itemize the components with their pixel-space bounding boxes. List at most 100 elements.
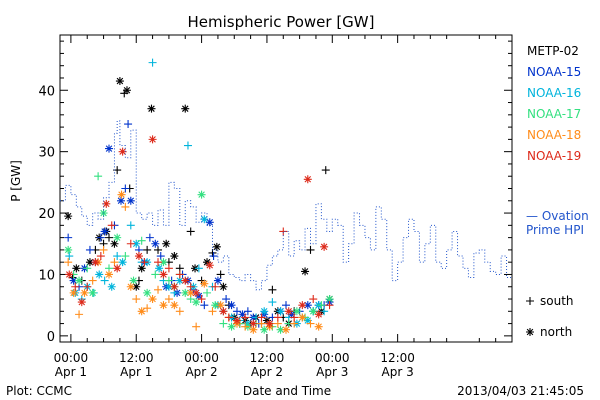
point-noaa-15 <box>287 310 296 319</box>
point-metp-02 <box>216 270 225 279</box>
point-noaa-15 <box>238 310 247 319</box>
point-noaa-19 <box>298 301 307 310</box>
point-noaa-19 <box>241 313 250 322</box>
point-noaa-18 <box>117 190 126 199</box>
point-noaa-17 <box>211 301 220 310</box>
point-noaa-15 <box>282 301 290 310</box>
point-noaa-18 <box>75 310 84 319</box>
point-noaa-17 <box>325 295 334 304</box>
point-noaa-19 <box>71 282 80 291</box>
point-metp-02 <box>262 316 271 325</box>
point-noaa-17 <box>83 264 92 273</box>
legend-entry-ovation: — Ovation <box>526 209 589 223</box>
point-noaa-18 <box>208 307 217 316</box>
point-noaa-15 <box>126 196 135 205</box>
point-noaa-19 <box>91 258 100 267</box>
point-noaa-19 <box>159 270 168 279</box>
footer-plot-credit: Plot: CCMC <box>6 384 72 398</box>
point-noaa-17 <box>309 307 318 316</box>
point-noaa-19 <box>205 261 214 270</box>
point-noaa-15 <box>156 252 165 261</box>
x-tick-label-time: 12:00 <box>119 351 154 365</box>
point-noaa-16 <box>194 264 203 273</box>
x-tick-label-date: Apr 2 <box>251 365 283 379</box>
point-noaa-15 <box>85 245 94 254</box>
point-noaa-17 <box>88 288 97 297</box>
y-tick-label: 0 <box>47 330 55 345</box>
point-noaa-15 <box>116 196 125 205</box>
x-tick-label-time: 00:00 <box>315 351 350 365</box>
point-noaa-19 <box>224 313 233 322</box>
point-noaa-17 <box>317 301 326 310</box>
point-noaa-18 <box>282 325 290 334</box>
point-noaa-16 <box>164 282 173 291</box>
point-noaa-18 <box>148 295 157 304</box>
point-noaa-15 <box>222 295 231 304</box>
point-noaa-17 <box>181 288 190 297</box>
point-noaa-15 <box>145 233 154 242</box>
y-tick-label: 10 <box>38 268 55 283</box>
point-metp-02 <box>122 86 131 95</box>
point-noaa-18 <box>216 301 225 310</box>
legend-marker-south <box>526 297 534 305</box>
point-metp-02 <box>170 252 179 261</box>
point-noaa-18 <box>200 279 209 288</box>
point-metp-02 <box>137 264 146 273</box>
point-noaa-19 <box>192 288 201 297</box>
point-noaa-17 <box>159 258 168 267</box>
point-noaa-19 <box>257 313 266 322</box>
point-metp-02 <box>64 212 73 221</box>
point-metp-02 <box>132 282 141 291</box>
point-noaa-17 <box>113 233 122 242</box>
point-noaa-15 <box>200 301 209 310</box>
point-noaa-16 <box>183 141 192 150</box>
point-noaa-16 <box>100 276 109 285</box>
point-noaa-19 <box>175 270 184 279</box>
point-noaa-18 <box>164 295 173 304</box>
point-noaa-18 <box>105 270 114 279</box>
point-noaa-15 <box>243 307 252 316</box>
point-metp-02 <box>105 233 114 242</box>
point-noaa-19 <box>273 313 282 322</box>
point-noaa-16 <box>148 58 157 67</box>
point-noaa-18 <box>154 285 163 294</box>
point-metp-02 <box>306 245 315 254</box>
legend-marker-label-south: south <box>540 294 574 308</box>
point-noaa-18 <box>69 288 78 297</box>
point-metp-02 <box>219 282 228 291</box>
point-noaa-16 <box>132 239 141 248</box>
point-noaa-15 <box>194 291 203 300</box>
point-noaa-16 <box>65 252 74 261</box>
point-noaa-19 <box>219 307 228 316</box>
point-noaa-17 <box>203 288 212 297</box>
x-tick-label-time: 12:00 <box>380 351 415 365</box>
point-noaa-18 <box>192 322 201 331</box>
footer-timestamp: 2013/04/03 21:45:05 <box>457 384 584 398</box>
legend-entry-noaa-17: NOAA-17 <box>527 107 581 121</box>
point-noaa-15 <box>124 120 133 129</box>
point-noaa-15 <box>303 301 312 310</box>
point-noaa-18 <box>249 325 258 334</box>
point-noaa-18 <box>126 282 135 291</box>
point-noaa-19 <box>148 135 157 144</box>
point-noaa-17 <box>292 307 301 316</box>
point-noaa-18 <box>186 288 195 297</box>
point-noaa-15 <box>232 307 241 316</box>
point-metp-02 <box>143 245 152 254</box>
point-noaa-17 <box>192 298 201 307</box>
point-metp-02 <box>85 258 94 267</box>
point-noaa-19 <box>83 282 92 291</box>
point-noaa-19 <box>314 310 323 319</box>
point-noaa-19 <box>126 239 135 248</box>
point-noaa-19 <box>181 276 190 285</box>
series-ovation-prime-hpi-line <box>60 120 511 291</box>
point-noaa-16 <box>95 270 104 279</box>
point-noaa-17 <box>151 270 160 279</box>
point-noaa-19 <box>96 252 105 261</box>
point-noaa-17 <box>94 172 103 181</box>
point-noaa-18 <box>170 301 179 310</box>
point-noaa-16 <box>320 307 329 316</box>
point-noaa-18 <box>99 245 108 254</box>
point-noaa-17 <box>121 252 130 261</box>
